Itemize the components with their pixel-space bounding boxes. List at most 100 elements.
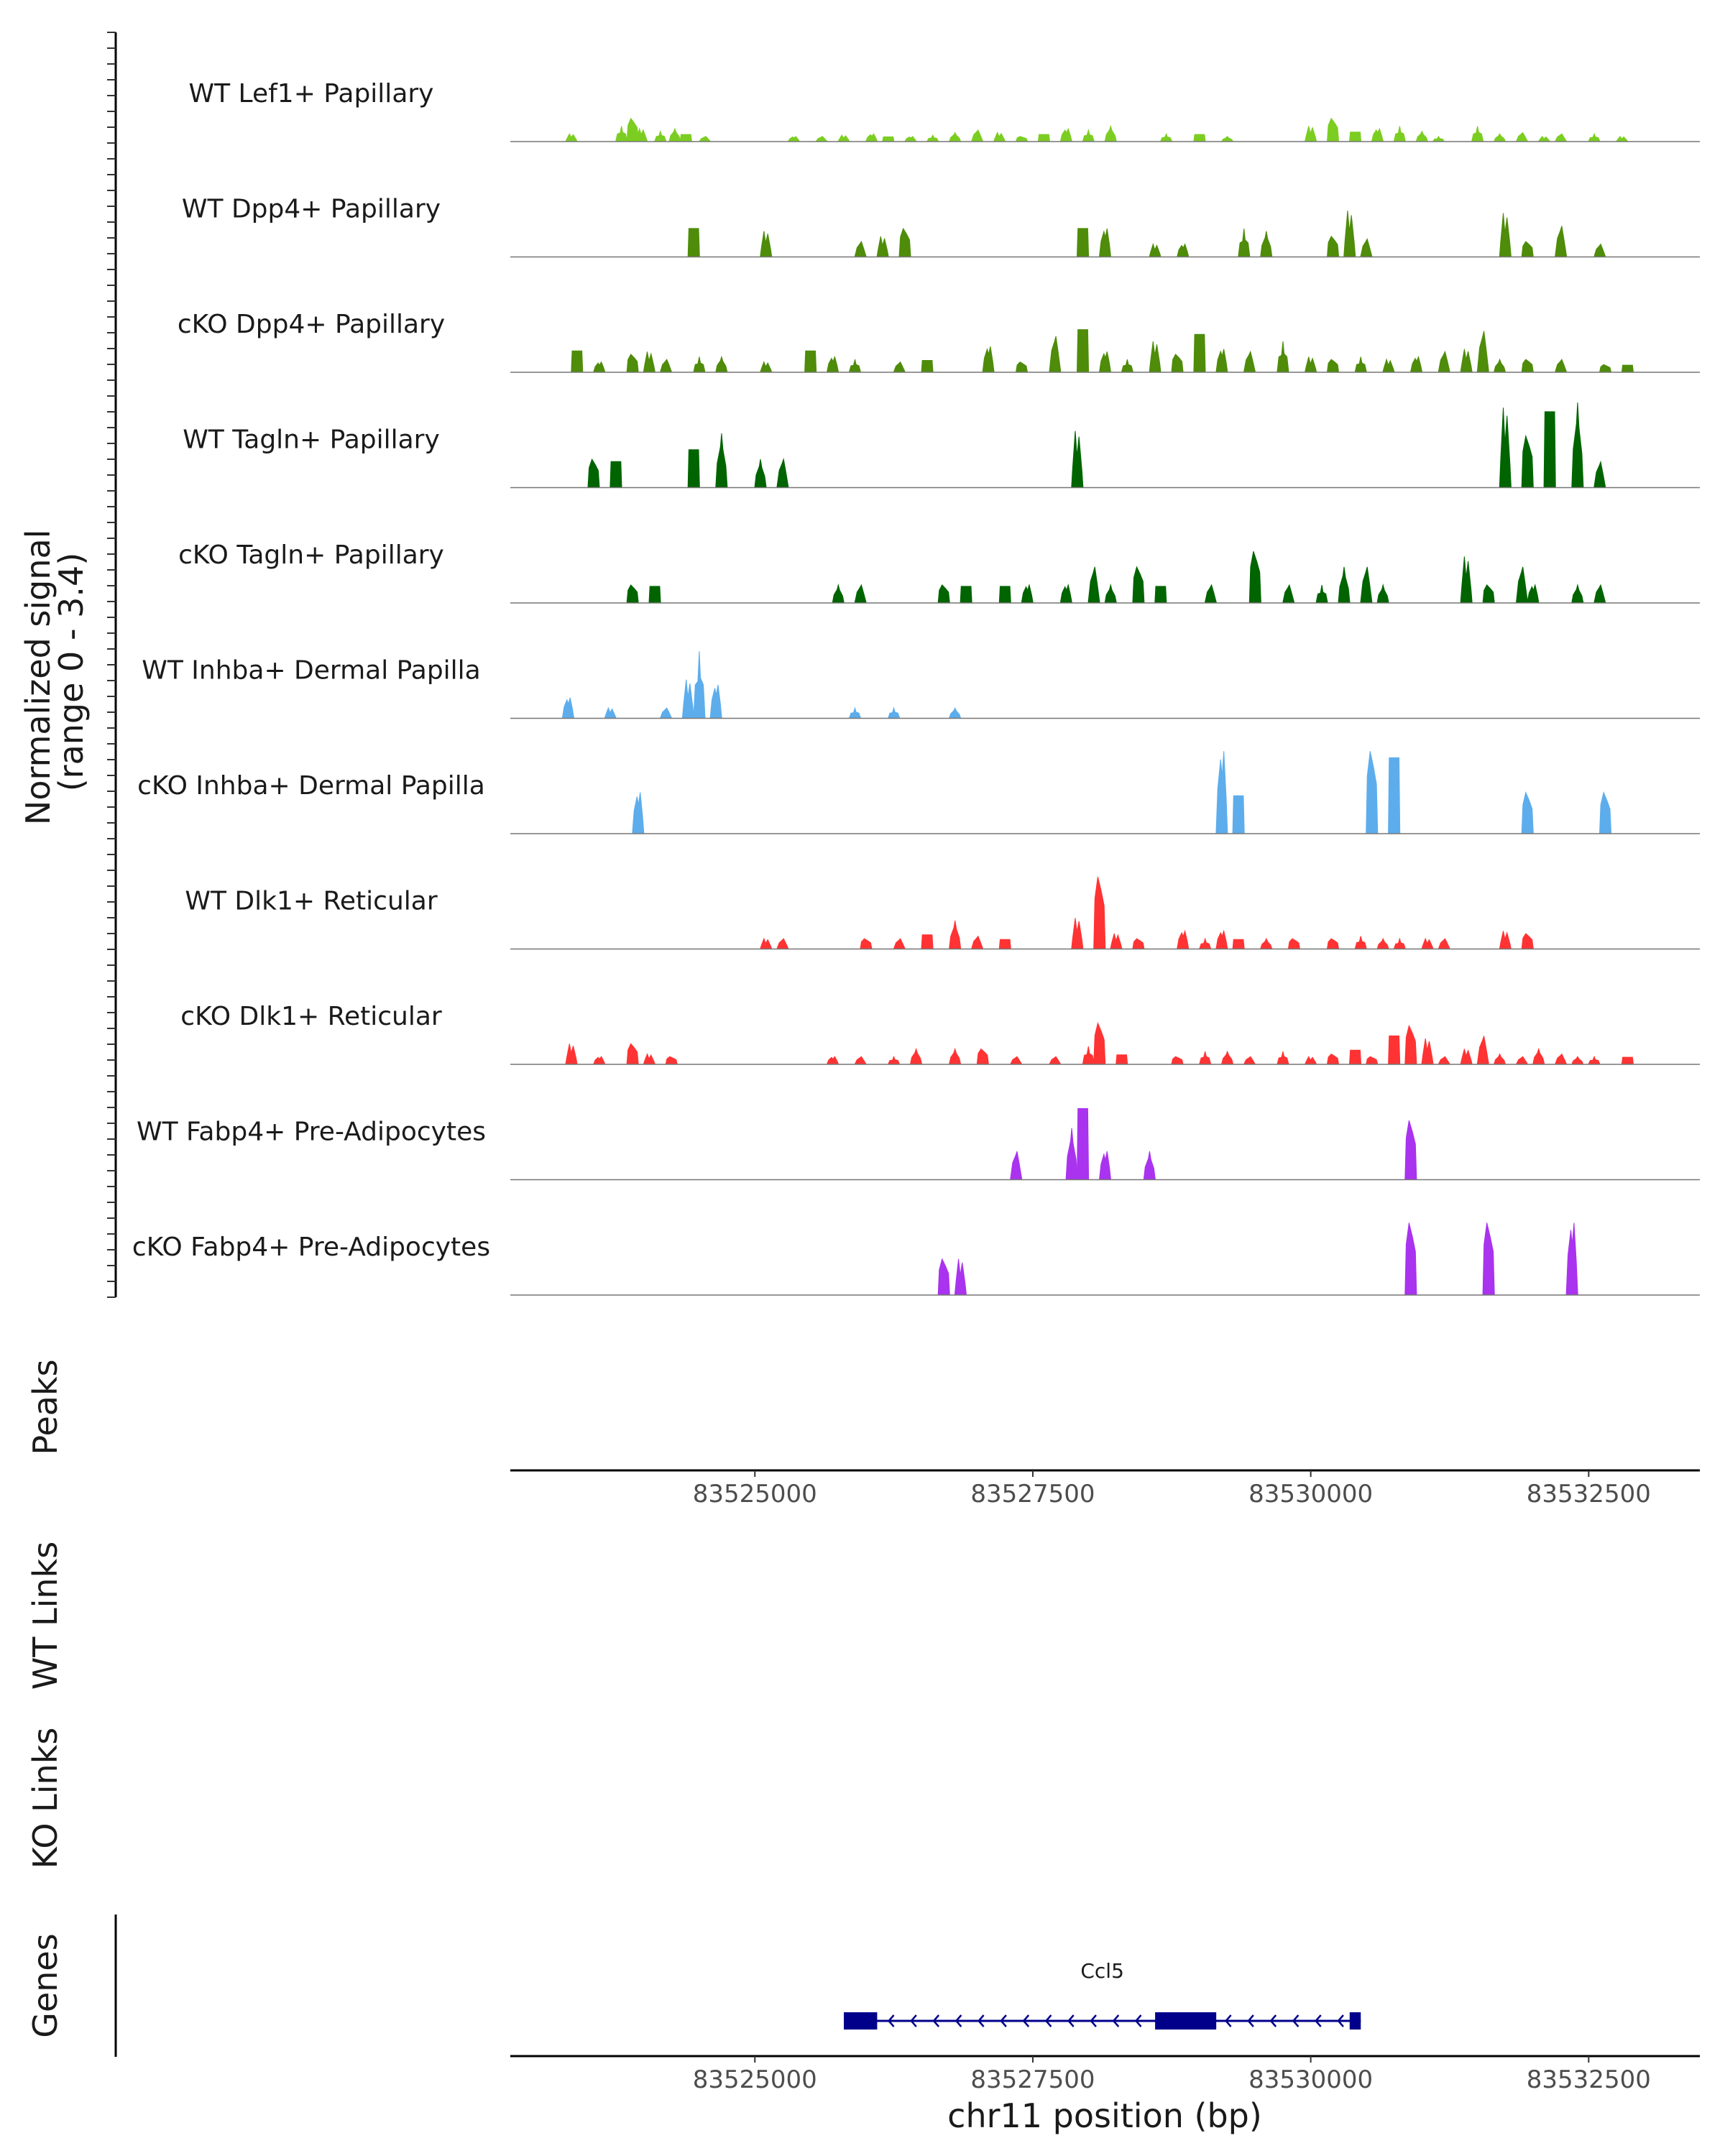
coverage-peak <box>887 706 901 719</box>
x-axis-title: chr11 position (bp) <box>947 2096 1262 2135</box>
coverage-peak <box>1260 231 1273 257</box>
coverage-peak <box>1521 359 1534 373</box>
coverage-peak <box>1493 1053 1506 1065</box>
coverage-peak <box>1476 1036 1489 1065</box>
strand-arrow <box>1112 2014 1120 2027</box>
strand-arrow <box>1292 2014 1300 2027</box>
coverage-peak <box>1159 132 1173 142</box>
coverage-peak <box>937 1258 950 1296</box>
coverage-peak <box>865 133 878 142</box>
coverage-peak <box>1515 566 1529 604</box>
strand-arrow <box>1247 2014 1254 2027</box>
coverage-peak <box>1010 1151 1023 1180</box>
coverage-peak <box>1471 126 1484 142</box>
coverage-peak <box>648 586 661 604</box>
coverage-peak <box>679 134 692 142</box>
coverage-peak <box>1532 1047 1545 1065</box>
coverage-peak <box>1593 243 1606 257</box>
coverage-peak <box>1554 1053 1568 1065</box>
track-label-wt-lef1-papillary: WT Lef1+ Papillary <box>189 79 434 109</box>
peaks-x-axis-tick-label: 83525000 <box>693 1480 817 1508</box>
coverage-peak <box>898 227 911 257</box>
coverage-peak <box>1304 1056 1317 1065</box>
coverage-peak <box>1615 135 1629 142</box>
coverage-peak <box>1499 213 1512 257</box>
coverage-peak <box>687 228 700 257</box>
coverage-peak <box>1499 931 1512 949</box>
coverage-y-axis-title: Normalized signal (range 0 - 3.4) <box>19 519 91 825</box>
coverage-peak <box>1388 1035 1401 1065</box>
coverage-peak <box>1177 243 1190 257</box>
track-wt-fabp4-pre-adipocytes: WT Fabp4+ Pre-Adipocytes <box>137 1108 1700 1181</box>
coverage-peak <box>1354 356 1367 373</box>
coverage-peak <box>921 360 934 373</box>
coverage-peak <box>1543 411 1556 488</box>
coverage-peak <box>1287 938 1301 949</box>
coverage-peak <box>1304 356 1317 373</box>
coverage-peak <box>1460 349 1473 373</box>
coverage-peak <box>1404 1024 1417 1065</box>
coverage-peak <box>587 458 600 488</box>
coverage-peak <box>1415 130 1429 142</box>
coverage-peak <box>1098 351 1112 373</box>
coverage-peak <box>1121 359 1134 373</box>
coverage-peak <box>1482 1222 1495 1296</box>
strand-arrow <box>977 2014 985 2027</box>
coverage-peak <box>565 1044 578 1065</box>
coverage-peak <box>1215 751 1228 834</box>
position-x-axis-peaks: 83525000 83527500 83530000 83532500 <box>510 1469 1700 1508</box>
coverage-peak <box>1499 407 1512 488</box>
coverage-peak <box>1238 228 1251 257</box>
coverage-peak <box>1059 127 1073 142</box>
coverage-peak <box>1204 584 1218 604</box>
coverage-peak <box>760 937 773 949</box>
coverage-peak <box>1382 358 1395 373</box>
coverage-peak <box>1049 1056 1062 1065</box>
coverage-peak <box>970 129 984 142</box>
strand-arrow <box>1022 2014 1030 2027</box>
coverage-peak <box>1009 1056 1023 1065</box>
coverage-peak <box>998 939 1011 949</box>
coverage-peak <box>776 458 789 488</box>
track-label-cko-dpp4-papillary: cKO Dpp4+ Papillary <box>178 310 445 339</box>
coverage-peak <box>1348 132 1362 142</box>
track-label-wt-dlk1-reticular: WT Dlk1+ Reticular <box>185 887 437 916</box>
coverage-peak <box>1093 876 1106 949</box>
track-label-wt-dpp4-papillary: WT Dpp4+ Papillary <box>182 195 441 224</box>
coverage-peak <box>1354 936 1367 949</box>
coverage-peak <box>1621 364 1634 373</box>
coverage-peak <box>681 679 695 719</box>
track-label-cko-fabp4-pre-adipocytes: cKO Fabp4+ Pre-Adipocytes <box>132 1233 490 1262</box>
coverage-peak <box>1199 937 1212 949</box>
coverage-peak <box>1149 341 1162 373</box>
coverage-peak <box>854 584 867 604</box>
gene-exon <box>1155 2012 1217 2030</box>
coverage-peak <box>1177 929 1190 949</box>
strand-arrow <box>932 2014 940 2027</box>
coverage-peak <box>635 127 648 142</box>
coverage-peak <box>1432 135 1445 142</box>
coverage-peak <box>615 126 628 142</box>
coverage-peak <box>593 361 606 373</box>
coverage-peak <box>1149 242 1162 257</box>
genes-x-axis-tick-label: 83525000 <box>693 2065 817 2094</box>
coverage-peak <box>1132 566 1145 604</box>
coverage-peak <box>1243 1056 1256 1065</box>
coverage-peak <box>1338 566 1351 604</box>
coverage-peak <box>1171 354 1184 373</box>
wt-links-panel-label: WT Links <box>26 1542 65 1690</box>
coverage-peak <box>1087 566 1100 604</box>
coverage-peak <box>1232 795 1245 834</box>
coverage-peak <box>1421 1038 1434 1065</box>
coverage-peak <box>1304 126 1317 142</box>
coverage-peak <box>1093 1021 1106 1065</box>
coverage-peak <box>1554 359 1568 373</box>
coverage-peak <box>1132 938 1145 949</box>
coverage-peak <box>1371 127 1384 142</box>
coverage-peak <box>1049 336 1062 373</box>
coverage-peak <box>659 359 673 373</box>
coverage-peak <box>1276 341 1289 373</box>
coverage-peak <box>1571 402 1584 488</box>
ko-links-panel-label: KO Links <box>26 1728 65 1869</box>
